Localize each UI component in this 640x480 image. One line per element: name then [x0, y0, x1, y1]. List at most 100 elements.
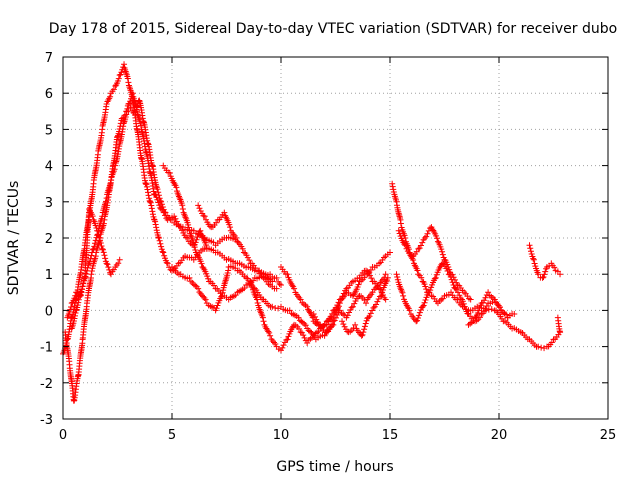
- x-tick-label: 20: [491, 428, 508, 443]
- data-point: [304, 303, 311, 310]
- data-point-fill: [191, 241, 198, 248]
- data-point-fill: [453, 286, 460, 293]
- data-point: [393, 271, 400, 278]
- data-point-fill: [67, 306, 74, 313]
- series-track-g: [195, 202, 280, 292]
- data-point: [291, 285, 298, 292]
- data-point-fill: [111, 166, 118, 173]
- data-point-fill: [62, 342, 69, 349]
- data-point-fill: [418, 274, 425, 281]
- data-point-fill: [205, 275, 212, 282]
- data-point: [267, 332, 274, 339]
- data-point-fill: [359, 331, 366, 338]
- x-tick-label: 25: [600, 428, 617, 443]
- data-point-fill: [433, 271, 440, 278]
- y-tick-label: 5: [45, 123, 53, 138]
- data-point-fill: [155, 234, 162, 241]
- data-point-fill: [148, 205, 155, 212]
- data-point: [197, 227, 204, 234]
- data-point: [195, 285, 202, 292]
- data-point: [395, 227, 402, 234]
- data-point-fill: [204, 273, 211, 280]
- data-point-fill: [399, 289, 406, 296]
- data-point-fill: [159, 248, 166, 255]
- data-point: [384, 274, 391, 281]
- data-point: [103, 260, 110, 267]
- y-tick-label: 4: [45, 160, 53, 175]
- data-point-fill: [334, 312, 341, 319]
- data-point-fill: [374, 298, 381, 305]
- data-point-fill: [101, 252, 108, 259]
- data-point-fill: [133, 104, 140, 111]
- y-tick-label: 6: [45, 87, 53, 102]
- data-point-fill: [366, 313, 373, 320]
- data-point-fill: [439, 251, 446, 258]
- data-point-fill: [530, 255, 537, 262]
- data-point: [323, 329, 330, 336]
- data-point: [155, 235, 162, 241]
- data-point: [382, 271, 389, 278]
- data-point: [243, 274, 250, 281]
- data-point-fill: [145, 192, 152, 199]
- data-point: [448, 289, 455, 296]
- data-point-fill: [446, 266, 453, 273]
- data-point-fill: [198, 260, 205, 267]
- data-point-fill: [415, 315, 422, 322]
- data-point-fill: [414, 317, 421, 324]
- data-point-fill: [124, 75, 131, 82]
- data-point-fill: [459, 298, 466, 305]
- data-point-fill: [225, 267, 232, 274]
- data-point-fill: [102, 255, 109, 262]
- data-point-fill: [427, 287, 434, 294]
- data-point: [448, 271, 455, 278]
- data-point-fill: [110, 266, 117, 273]
- data-point-fill: [154, 196, 161, 203]
- data-point-fill: [196, 205, 203, 212]
- data-point-fill: [373, 301, 380, 308]
- data-point-fill: [115, 75, 122, 82]
- data-point: [421, 235, 428, 241]
- data-point-fill: [103, 198, 110, 205]
- data-point: [397, 220, 404, 227]
- data-point-fill: [422, 283, 429, 290]
- data-point: [77, 292, 84, 299]
- y-tick-label: -3: [40, 413, 53, 428]
- data-point-fill: [438, 246, 445, 253]
- data-point-fill: [182, 234, 189, 241]
- data-point-fill: [181, 212, 188, 219]
- data-point-fill: [428, 284, 435, 291]
- data-point-fill: [302, 322, 309, 329]
- data-point-fill: [124, 105, 131, 112]
- data-point-fill: [79, 283, 86, 290]
- data-point-fill: [110, 86, 117, 93]
- data-point-fill: [280, 342, 287, 349]
- data-point-fill: [396, 230, 403, 237]
- x-tick-label: 15: [382, 428, 399, 443]
- data-point-fill: [248, 281, 255, 288]
- data-point-fill: [439, 248, 446, 255]
- data-point: [415, 271, 422, 278]
- data-point: [389, 180, 396, 187]
- data-point-fill: [456, 292, 463, 299]
- series-track-b: [62, 97, 241, 404]
- data-point: [376, 282, 383, 289]
- data-point-fill: [104, 261, 111, 268]
- data-point-fill: [219, 289, 226, 296]
- data-point: [526, 242, 533, 249]
- x-tick-label: 10: [273, 428, 290, 443]
- data-point-fill: [156, 237, 163, 244]
- data-point-fill: [89, 246, 96, 253]
- y-tick-labels: -3 -2 -1 0 1 2 3 4 5 6 7: [40, 51, 53, 428]
- y-tick-label: 3: [45, 196, 53, 211]
- data-point: [321, 332, 328, 339]
- data-point: [234, 238, 241, 245]
- data-point-fill: [350, 291, 357, 298]
- data-point: [284, 336, 291, 343]
- data-point: [535, 343, 542, 350]
- data-point-fill: [162, 212, 169, 219]
- series-track-j: [310, 271, 389, 336]
- data-point-fill: [344, 312, 351, 319]
- data-point-fill: [191, 244, 198, 251]
- data-point: [134, 108, 141, 115]
- data-point-fill: [361, 323, 368, 330]
